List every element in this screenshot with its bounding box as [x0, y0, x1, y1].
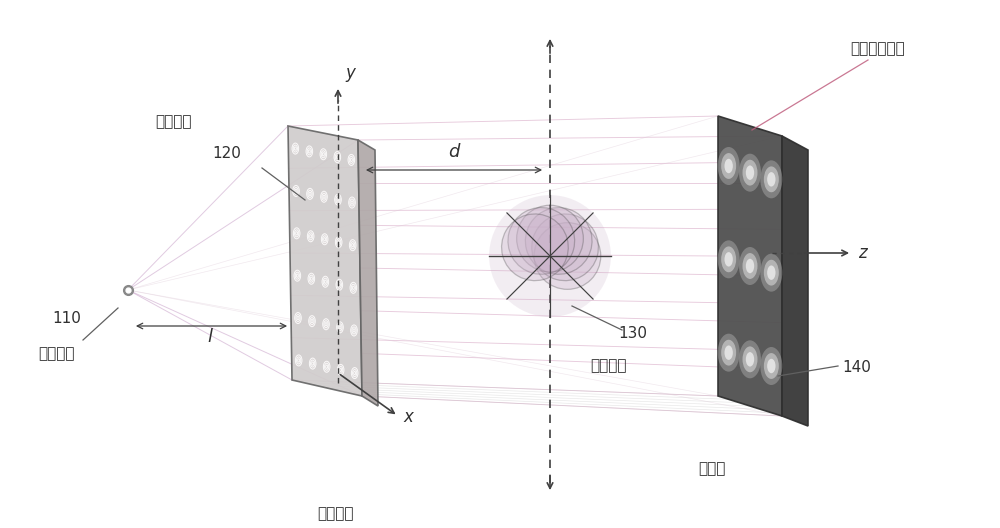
Ellipse shape	[767, 266, 776, 280]
Ellipse shape	[336, 279, 343, 291]
Ellipse shape	[349, 239, 356, 251]
Ellipse shape	[489, 195, 611, 317]
Ellipse shape	[350, 324, 358, 337]
Ellipse shape	[525, 208, 592, 274]
Ellipse shape	[323, 361, 330, 373]
Ellipse shape	[308, 272, 315, 285]
Ellipse shape	[348, 154, 355, 166]
Ellipse shape	[534, 223, 601, 289]
Ellipse shape	[739, 247, 761, 285]
Text: 探测器: 探测器	[698, 461, 726, 476]
Ellipse shape	[718, 147, 740, 185]
Ellipse shape	[502, 214, 568, 281]
Ellipse shape	[306, 187, 314, 200]
Ellipse shape	[739, 341, 761, 379]
Ellipse shape	[307, 230, 314, 242]
Ellipse shape	[320, 191, 328, 203]
Ellipse shape	[309, 357, 316, 370]
Ellipse shape	[767, 359, 776, 373]
Text: x: x	[403, 408, 413, 426]
Text: 110: 110	[52, 311, 81, 326]
Ellipse shape	[336, 321, 344, 334]
Ellipse shape	[760, 347, 782, 385]
Ellipse shape	[760, 161, 782, 199]
Ellipse shape	[721, 340, 736, 365]
Ellipse shape	[294, 312, 302, 324]
Ellipse shape	[321, 233, 328, 246]
Ellipse shape	[743, 160, 757, 185]
Ellipse shape	[292, 143, 299, 155]
Ellipse shape	[721, 247, 736, 272]
Ellipse shape	[508, 208, 575, 274]
Ellipse shape	[335, 236, 342, 249]
Text: d: d	[448, 143, 460, 161]
Ellipse shape	[350, 281, 357, 294]
Ellipse shape	[351, 367, 358, 379]
Ellipse shape	[764, 353, 779, 379]
Polygon shape	[782, 136, 808, 426]
Text: 调制光栅: 调制光栅	[317, 506, 353, 521]
Ellipse shape	[743, 253, 757, 279]
Ellipse shape	[718, 334, 740, 372]
Ellipse shape	[532, 214, 598, 281]
Ellipse shape	[743, 346, 757, 372]
Ellipse shape	[334, 193, 342, 206]
Ellipse shape	[517, 205, 583, 272]
Ellipse shape	[767, 172, 776, 186]
Ellipse shape	[308, 315, 316, 327]
Ellipse shape	[322, 276, 329, 288]
Polygon shape	[358, 140, 378, 406]
Ellipse shape	[334, 151, 341, 163]
Ellipse shape	[764, 260, 779, 286]
Ellipse shape	[724, 345, 733, 360]
Text: 130: 130	[618, 326, 647, 341]
Ellipse shape	[306, 145, 313, 158]
Text: 光栅元胞: 光栅元胞	[155, 114, 192, 129]
Text: 140: 140	[842, 360, 871, 375]
Polygon shape	[288, 126, 362, 396]
Ellipse shape	[293, 227, 300, 240]
Text: z: z	[858, 244, 867, 262]
Ellipse shape	[718, 240, 740, 278]
Ellipse shape	[739, 154, 761, 192]
Ellipse shape	[746, 352, 754, 366]
Ellipse shape	[746, 165, 754, 180]
Text: 120: 120	[212, 146, 241, 161]
Text: l: l	[208, 328, 212, 346]
Ellipse shape	[721, 153, 736, 179]
Ellipse shape	[724, 159, 733, 173]
Ellipse shape	[294, 269, 301, 282]
Ellipse shape	[724, 252, 733, 267]
Ellipse shape	[320, 148, 327, 161]
Text: 出光单元: 出光单元	[38, 346, 74, 361]
Ellipse shape	[295, 354, 302, 366]
Ellipse shape	[760, 253, 782, 291]
Ellipse shape	[348, 196, 356, 209]
Ellipse shape	[322, 318, 330, 331]
Polygon shape	[718, 116, 782, 416]
Text: y: y	[345, 64, 355, 82]
Text: 被测样品: 被测样品	[590, 358, 626, 373]
Ellipse shape	[292, 185, 300, 197]
Ellipse shape	[764, 166, 779, 192]
Text: 光强分布元胞: 光强分布元胞	[850, 41, 905, 56]
Ellipse shape	[746, 259, 754, 273]
Ellipse shape	[337, 364, 344, 376]
